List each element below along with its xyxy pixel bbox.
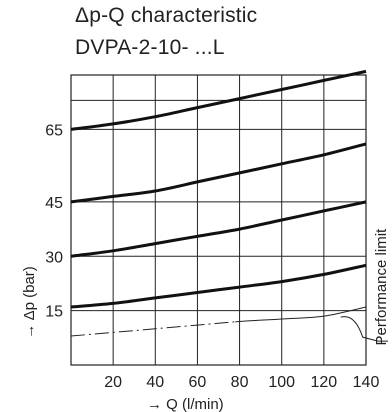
chart-title-line-2: DVPA-2-10- ...L	[75, 36, 225, 59]
y-tick-label: 45	[45, 195, 63, 212]
x-tick-label: 120	[311, 374, 338, 391]
y-tick-label: 30	[45, 249, 63, 266]
x-tick-label: 80	[231, 374, 249, 391]
plot-frame	[70, 74, 367, 366]
characteristic-curve-1	[70, 263, 367, 309]
y-tick-label: 65	[45, 122, 63, 139]
x-tick-label: 100	[268, 374, 295, 391]
x-tick-label: 20	[104, 374, 122, 391]
performance-limit-solid	[235, 306, 367, 323]
x-tick-label: 60	[189, 374, 207, 391]
x-tick-label: 40	[146, 374, 164, 391]
performance-limit-label: Performance limit	[373, 228, 390, 346]
y-tick-label: 15	[45, 304, 63, 321]
performance-limit-dashed	[70, 321, 236, 337]
characteristic-curve-3	[70, 142, 367, 204]
characteristic-curve-4	[70, 69, 367, 131]
performance-limit-leader	[340, 316, 388, 342]
chart-title-line-1: Δp-Q characteristic	[75, 4, 258, 27]
x-axis-label: → Q (l/min)	[147, 396, 224, 412]
y-axis-label: → Δp (bar)	[21, 266, 38, 339]
characteristic-curve-2	[70, 200, 367, 258]
x-tick-label: 140	[353, 374, 380, 391]
